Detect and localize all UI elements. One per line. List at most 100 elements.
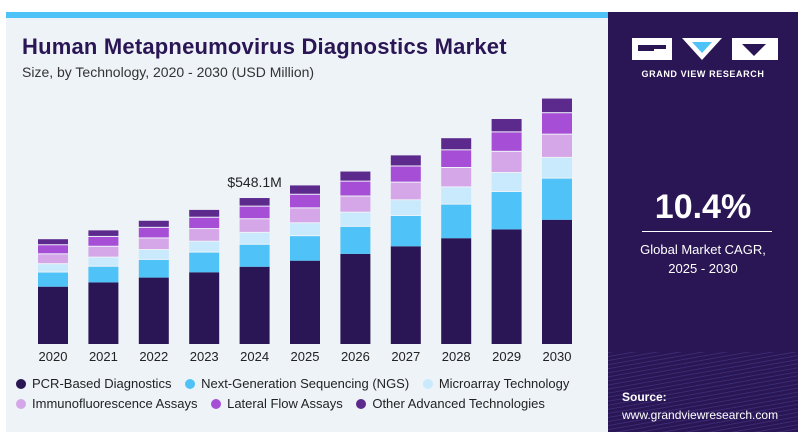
bar-segment-2029-0: [491, 229, 522, 344]
legend-item-pcr: PCR-Based Diagnostics: [16, 376, 171, 391]
stacked-bar-chart: 2020 2021 2022 2023 2024 $548.1M 2025 2026 2027 2…: [38, 98, 572, 364]
bar-segment-2025-1: [290, 236, 320, 261]
bar-segment-2026-4: [340, 181, 371, 196]
bar-segment-2028-2: [441, 187, 472, 204]
cagr-label-line2: 2025 - 2030: [668, 261, 738, 276]
chart-legend: PCR-Based Diagnostics Next-Generation Se…: [16, 376, 608, 416]
bar-segment-2023-0: [189, 272, 220, 344]
cagr-label-line1: Global Market CAGR,: [640, 242, 766, 257]
bar-segment-2020-3: [38, 254, 68, 264]
bar-segment-2024-5: [239, 198, 270, 206]
x-tick-label: 2027: [391, 349, 420, 364]
bar-segment-2027-5: [390, 155, 421, 166]
bar-segment-2021-3: [88, 246, 119, 257]
bar-segment-2023-3: [189, 229, 220, 241]
x-tick-label: 2030: [543, 349, 572, 364]
bar-segment-2029-1: [491, 191, 522, 230]
decorative-waves: [608, 352, 798, 432]
source-url: www.grandviewresearch.com: [622, 408, 779, 422]
bar-segment-2026-5: [340, 171, 371, 181]
bar-segment-2028-5: [441, 138, 472, 150]
bar-segment-2030-0: [542, 219, 572, 344]
bar-segment-2022-3: [138, 238, 169, 250]
bar-segment-2025-3: [290, 208, 320, 223]
grand-view-research-logo: [632, 38, 778, 60]
x-tick-label: 2025: [291, 349, 320, 364]
bar-segment-2022-5: [138, 220, 169, 227]
sidebar-panel: GRAND VIEW RESEARCH 10.4% Global Market …: [608, 12, 798, 432]
bar-segment-2024-2: [239, 232, 270, 244]
bar-segment-2024-3: [239, 219, 270, 232]
bar-segment-2024-1: [239, 244, 270, 267]
x-tick-label: 2028: [442, 349, 471, 364]
bar-segment-2020-0: [38, 286, 68, 344]
bar-segment-2025-5: [290, 185, 320, 194]
x-tick-label: 2022: [139, 349, 168, 364]
legend-label: Other Advanced Technologies: [372, 396, 545, 411]
bar-segment-2022-4: [138, 227, 169, 238]
legend-dot: [356, 399, 367, 409]
bar-segment-2026-3: [340, 196, 371, 212]
bar-segment-2021-4: [88, 236, 119, 246]
source-label: Source:: [622, 390, 667, 404]
bar-segment-2024-4: [239, 206, 270, 219]
value-annotation: $548.1M: [227, 174, 281, 190]
x-tick-label: 2026: [341, 349, 370, 364]
legend-label: Microarray Technology: [438, 376, 570, 391]
bar-segment-2029-2: [491, 173, 522, 191]
bar-segment-2026-2: [340, 212, 371, 226]
legend-row: PCR-Based Diagnostics Next-Generation Se…: [16, 376, 608, 396]
bar-segment-2025-0: [290, 260, 320, 344]
bar-segment-2020-4: [38, 245, 68, 254]
legend-dot: [185, 379, 196, 389]
bar-segment-2028-4: [441, 150, 472, 167]
cagr-label: Global Market CAGR, 2025 - 2030: [608, 240, 798, 278]
legend-dot: [211, 399, 222, 409]
bar-segment-2028-1: [441, 204, 472, 239]
bar-segment-2030-1: [542, 178, 572, 220]
chart-title: Human Metapneumovirus Diagnostics Market: [22, 34, 507, 59]
legend-item-ngs: Next-Generation Sequencing (NGS): [185, 376, 409, 391]
bar-segment-2022-1: [138, 259, 169, 278]
cagr-value: 10.4%: [654, 188, 752, 226]
bar-segment-2030-2: [542, 157, 572, 178]
x-tick-label: 2020: [39, 349, 68, 364]
accent-bar: [6, 12, 608, 18]
bar-segment-2027-2: [390, 200, 421, 215]
bar-segment-2023-1: [189, 252, 220, 273]
bar-segment-2029-4: [491, 132, 522, 151]
legend-label: Next-Generation Sequencing (NGS): [201, 376, 410, 391]
bar-segment-2021-5: [88, 230, 119, 236]
bar-segment-2022-2: [138, 250, 169, 259]
legend-label: Lateral Flow Assays: [227, 396, 343, 411]
brand-name: GRAND VIEW RESEARCH: [641, 69, 765, 79]
bar-segment-2030-3: [542, 134, 572, 157]
legend-label: Immunofluorescence Assays: [32, 396, 198, 411]
bar-segment-2020-1: [38, 272, 68, 287]
bar-segment-2021-2: [88, 257, 119, 266]
legend-label: PCR-Based Diagnostics: [32, 376, 172, 391]
bar-segment-2020-2: [38, 264, 68, 272]
bar-segment-2023-2: [189, 241, 220, 252]
bar-segment-2025-4: [290, 194, 320, 208]
bar-segment-2027-4: [390, 166, 421, 182]
bar-segment-2022-0: [138, 277, 169, 344]
legend-item-lateral-flow: Lateral Flow Assays: [211, 396, 343, 411]
bar-segment-2027-3: [390, 182, 421, 200]
legend-item-microarray: Microarray Technology: [422, 376, 570, 391]
divider: [642, 231, 772, 232]
bar-segment-2027-1: [390, 215, 421, 247]
bar-segment-2021-0: [88, 282, 119, 344]
x-tick-label: 2024: [240, 349, 269, 364]
bar-segment-2023-5: [189, 209, 220, 217]
bar-segment-2026-1: [340, 226, 371, 254]
bar-segment-2021-1: [88, 266, 119, 283]
legend-dot: [16, 379, 26, 389]
legend-dot: [422, 379, 433, 389]
bar-segment-2027-0: [390, 246, 421, 344]
legend-dot: [16, 399, 26, 409]
legend-item-immunofluorescence: Immunofluorescence Assays: [16, 396, 197, 411]
bar-segment-2024-0: [239, 266, 270, 344]
bar-segment-2023-4: [189, 217, 220, 229]
bar-segment-2029-3: [491, 151, 522, 173]
